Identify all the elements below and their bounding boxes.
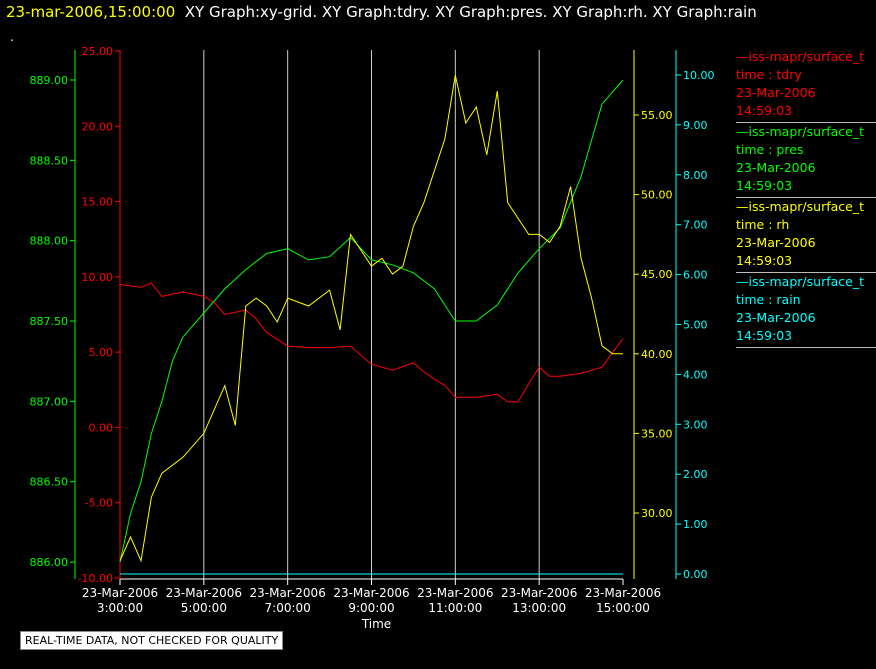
legend-var: time : rh xyxy=(736,217,790,232)
tdry-tick-label: 10.00 xyxy=(82,271,114,284)
legend-time: 14:59:03 xyxy=(736,328,793,343)
rain-tick-label: 9.00 xyxy=(683,119,708,132)
tdry-tick-label: -10.00 xyxy=(78,572,113,585)
rh-tick-label: 45.00 xyxy=(641,268,673,281)
pres-series-line xyxy=(119,79,624,563)
rain-tick-label: 5.00 xyxy=(683,319,708,332)
pres-tick-label: 889.00 xyxy=(30,74,69,87)
x-tick-label-date: 23-Mar-2006 xyxy=(333,586,409,600)
legend: —iss-mapr/surface_t time : tdry 23-Mar-200… xyxy=(736,48,876,348)
legend-date: 23-Mar-2006 xyxy=(736,235,816,250)
pres-tick-label: 887.50 xyxy=(30,315,69,328)
x-tick-label-date: 23-Mar-2006 xyxy=(501,586,577,600)
rain-tick-label: 8.00 xyxy=(683,169,708,182)
x-tick-label-time: 15:00:00 xyxy=(596,601,650,615)
title-timestamp: 23-mar-2006,15:00:00 xyxy=(6,3,176,21)
rh-series-line xyxy=(119,75,623,563)
pres-tick-label: 887.00 xyxy=(30,395,69,408)
rh-tick-label: 55.00 xyxy=(641,109,673,122)
legend-time: 14:59:03 xyxy=(736,103,793,118)
legend-separator xyxy=(736,122,876,123)
chart-title: 23-mar-2006,15:00:00 XY Graph:xy-grid. X… xyxy=(6,3,757,21)
rain-tick-label: 6.00 xyxy=(683,269,708,282)
quality-note: REAL-TIME DATA, NOT CHECKED FOR QUALITY xyxy=(20,631,284,650)
legend-var: time : rain xyxy=(736,292,801,307)
pres-tick-label: 886.00 xyxy=(30,556,69,569)
rain-tick-label: 2.00 xyxy=(683,468,708,481)
tdry-tick-label: 0.00 xyxy=(89,421,114,434)
legend-line: —iss-mapr/surface_t xyxy=(736,199,864,214)
x-tick-label-time: 9:00:00 xyxy=(348,601,394,615)
x-tick-label-date: 23-Mar-2006 xyxy=(585,586,661,600)
tdry-tick-label: 5.00 xyxy=(89,346,114,359)
grid xyxy=(203,50,540,579)
pres-tick-label: 888.50 xyxy=(30,154,69,167)
rain-tick-label: 4.00 xyxy=(683,368,708,381)
rh-tick-label: 30.00 xyxy=(641,507,673,520)
legend-date: 23-Mar-2006 xyxy=(736,85,816,100)
rain-tick-label: 0.00 xyxy=(683,568,708,581)
axes: 23-Mar-20063:00:0023-Mar-20065:00:0023-M… xyxy=(30,45,715,631)
x-tick-label-date: 23-Mar-2006 xyxy=(166,586,242,600)
legend-var: time : pres xyxy=(736,142,804,157)
x-axis-title: Time xyxy=(361,617,391,631)
title-graph-list: XY Graph:xy-grid. XY Graph:tdry. XY Grap… xyxy=(184,3,757,21)
pres-tick-label: 888.00 xyxy=(30,235,69,248)
legend-separator xyxy=(736,272,876,273)
rh-tick-label: 35.00 xyxy=(641,427,673,440)
rain-tick-label: 10.00 xyxy=(683,69,715,82)
legend-line: —iss-mapr/surface_t xyxy=(736,124,864,139)
rain-tick-label: 7.00 xyxy=(683,219,708,232)
x-tick-label-time: 5:00:00 xyxy=(181,601,227,615)
x-tick-label-time: 13:00:00 xyxy=(512,601,566,615)
rain-tick-label: 1.00 xyxy=(683,518,708,531)
tdry-tick-label: 25.00 xyxy=(82,45,114,58)
legend-date: 23-Mar-2006 xyxy=(736,160,816,175)
rh-tick-label: 40.00 xyxy=(641,348,673,361)
legend-line: —iss-mapr/surface_t xyxy=(736,274,864,289)
legend-date: 23-Mar-2006 xyxy=(736,310,816,325)
tdry-tick-label: -5.00 xyxy=(85,497,113,510)
legend-time: 14:59:03 xyxy=(736,178,793,193)
series-lines xyxy=(119,75,624,575)
tdry-tick-label: 20.00 xyxy=(82,120,114,133)
legend-time: 14:59:03 xyxy=(736,253,793,268)
legend-line: —iss-mapr/surface_t xyxy=(736,49,864,64)
legend-var: time : tdry xyxy=(736,67,802,82)
pres-tick-label: 886.50 xyxy=(30,476,69,489)
legend-separator xyxy=(736,347,876,348)
x-tick-label-date: 23-Mar-2006 xyxy=(249,586,325,600)
x-tick-label-time: 11:00:00 xyxy=(428,601,482,615)
tdry-tick-label: 15.00 xyxy=(82,196,114,209)
tdry-series-line xyxy=(119,282,624,403)
rain-tick-label: 3.00 xyxy=(683,418,708,431)
rh-tick-label: 50.00 xyxy=(641,189,673,202)
title-dot: . xyxy=(10,30,14,44)
x-tick-label-date: 23-Mar-2006 xyxy=(82,586,158,600)
legend-separator xyxy=(736,197,876,198)
x-tick-label-time: 3:00:00 xyxy=(97,601,143,615)
x-tick-label-date: 23-Mar-2006 xyxy=(417,586,493,600)
x-tick-label-time: 7:00:00 xyxy=(265,601,311,615)
